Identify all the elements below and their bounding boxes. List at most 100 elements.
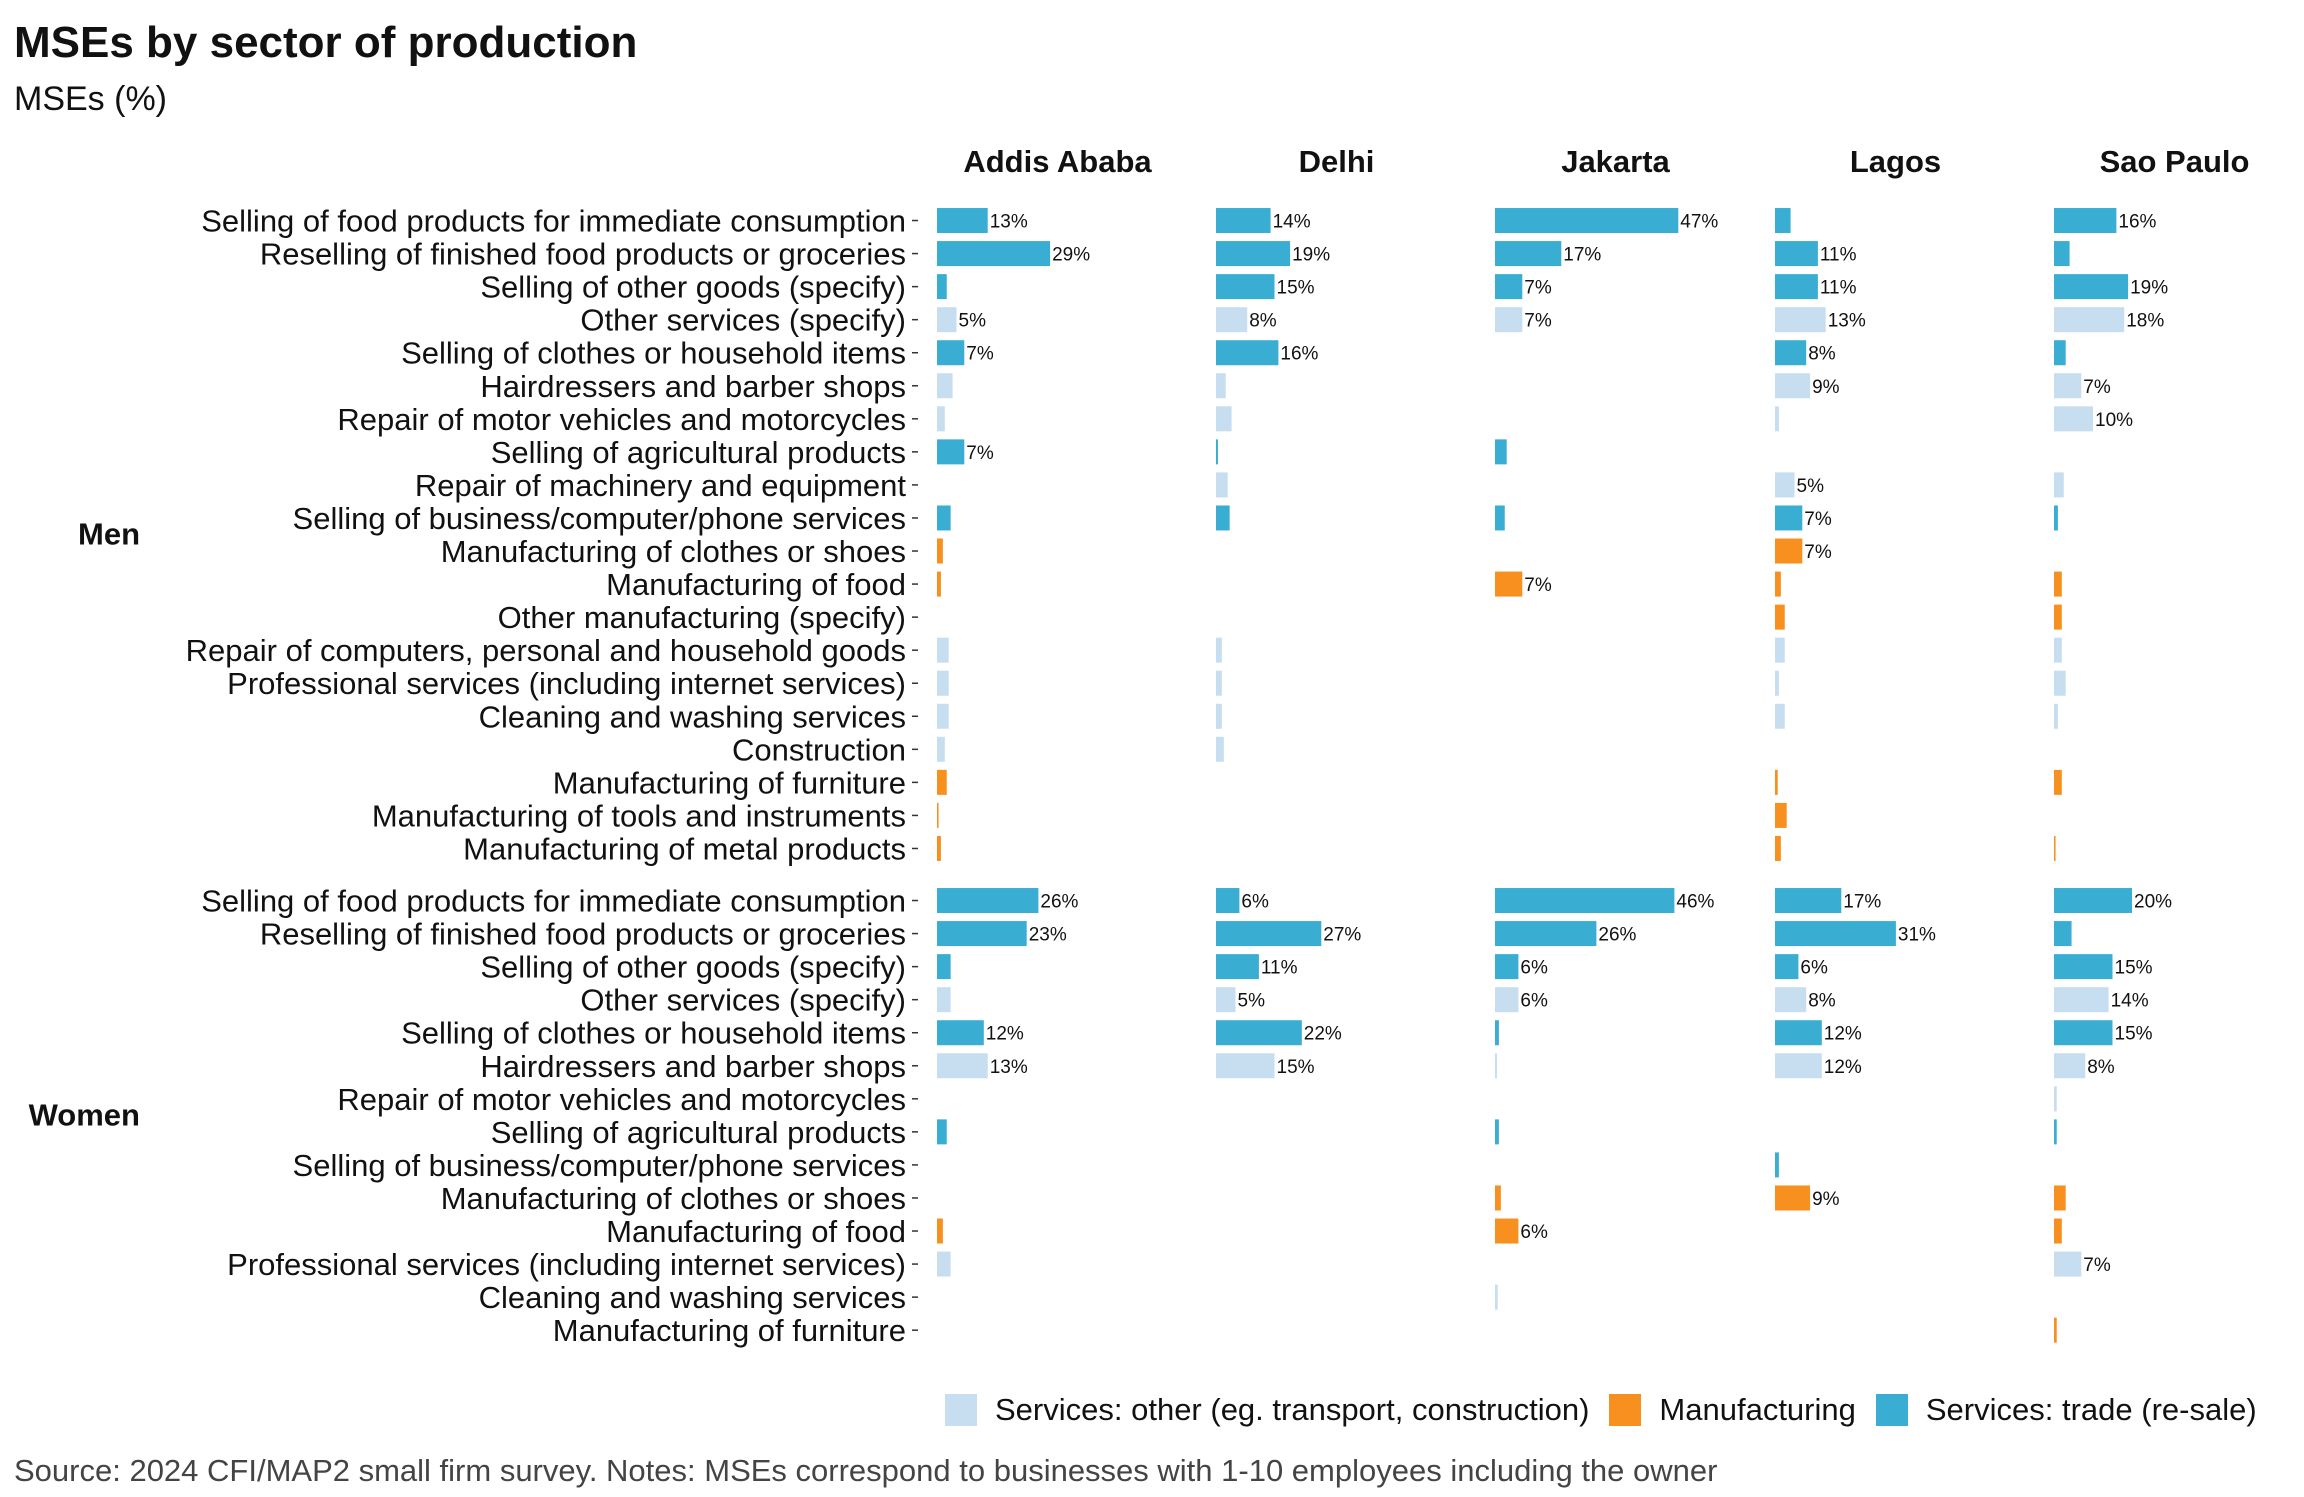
bar-lagos: [1775, 637, 1785, 663]
data-label: 12%: [986, 1024, 1024, 1045]
data-label: 7%: [966, 443, 994, 464]
data-label: 14%: [1273, 212, 1311, 233]
bar-lagos: [1775, 373, 1811, 399]
panel-label-men: Men: [78, 517, 140, 552]
bar-jakarta: [1495, 307, 1523, 333]
bar-sao-paulo: [2054, 241, 2070, 267]
chart-subtitle: MSEs (%): [14, 80, 167, 118]
legend-swatch-services-other: [945, 1394, 977, 1426]
data-label: 19%: [2130, 278, 2168, 299]
row-label: Manufacturing of clothes or shoes: [441, 534, 906, 569]
data-label: 7%: [1804, 509, 1832, 530]
bar-delhi: [1216, 505, 1230, 531]
bar-delhi: [1216, 406, 1232, 432]
legend-item-manufacturing: Manufacturing: [1609, 1392, 1856, 1428]
bar-addis-ababa: [937, 835, 941, 861]
bar-addis-ababa: [937, 1119, 947, 1145]
bar-addis-ababa: [937, 736, 945, 762]
legend-label-services-other: Services: other (eg. transport, construc…: [995, 1392, 1590, 1427]
data-label: 22%: [1304, 1024, 1342, 1045]
bar-sao-paulo: [2054, 769, 2062, 795]
bar-sao-paulo: [2054, 921, 2072, 947]
row-label: Professional services (including interne…: [227, 1247, 906, 1282]
bar-sao-paulo: [2054, 604, 2062, 630]
data-label: 6%: [1241, 892, 1269, 913]
row-label: Selling of agricultural products: [491, 435, 906, 470]
data-label: 6%: [1520, 991, 1548, 1012]
bar-delhi: [1216, 954, 1259, 980]
data-label: 7%: [1524, 311, 1552, 332]
column-header-delhi: Delhi: [1299, 144, 1375, 179]
row-label: Selling of food products for immediate c…: [201, 204, 906, 239]
bar-addis-ababa: [937, 769, 947, 795]
data-label: 19%: [1292, 245, 1330, 266]
column-header-lagos: Lagos: [1850, 144, 1941, 179]
data-label: 15%: [2115, 958, 2153, 979]
bar-delhi: [1216, 373, 1226, 399]
row-label: Construction: [732, 732, 906, 767]
bar-delhi: [1216, 340, 1279, 366]
data-label: 31%: [1898, 925, 1936, 946]
bar-lagos: [1775, 954, 1799, 980]
bar-sao-paulo: [2054, 340, 2066, 366]
data-label: 17%: [1563, 245, 1601, 266]
data-label: 46%: [1676, 892, 1714, 913]
data-label: 11%: [1261, 958, 1298, 979]
bar-jakarta: [1495, 1218, 1519, 1244]
column-header-addis-ababa: Addis Ababa: [963, 144, 1152, 179]
data-label: 6%: [1520, 958, 1548, 979]
bar-addis-ababa: [937, 274, 947, 300]
bar-sao-paulo: [2054, 1119, 2057, 1145]
bar-addis-ababa: [937, 888, 1039, 914]
bar-sao-paulo: [2054, 208, 2117, 234]
bar-delhi: [1216, 921, 1322, 947]
legend-swatch-manufacturing: [1609, 1394, 1642, 1426]
bar-jakarta: [1495, 921, 1597, 947]
bar-jakarta: [1495, 1119, 1499, 1145]
data-label: 5%: [1238, 991, 1266, 1012]
column-header-sao-paulo: Sao Paulo: [2100, 144, 2250, 179]
bar-jakarta: [1495, 505, 1505, 531]
row-label: Repair of motor vehicles and motorcycles: [337, 1082, 906, 1117]
data-label: 17%: [1843, 892, 1881, 913]
bar-lagos: [1775, 802, 1787, 828]
row-label: Selling of other goods (specify): [480, 950, 906, 985]
panel-label-women: Women: [29, 1097, 140, 1132]
data-label: 26%: [1040, 892, 1078, 913]
data-label: 47%: [1680, 212, 1718, 233]
bar-sao-paulo: [2054, 835, 2056, 861]
bar-sao-paulo: [2054, 888, 2132, 914]
row-label: Hairdressers and barber shops: [480, 369, 906, 404]
row-label: Selling of clothes or household items: [401, 336, 906, 371]
bar-jakarta: [1495, 439, 1507, 465]
chart-caption: Source: 2024 CFI/MAP2 small firm survey.…: [14, 1453, 1718, 1488]
data-label: 8%: [2087, 1057, 2115, 1078]
data-label: 8%: [1808, 991, 1836, 1012]
bar-delhi: [1216, 703, 1222, 729]
bar-delhi: [1216, 1053, 1275, 1079]
data-label: 7%: [2083, 377, 2111, 398]
row-label: Selling of food products for immediate c…: [201, 884, 906, 919]
data-label: 15%: [1277, 1057, 1315, 1078]
data-label: 23%: [1029, 925, 1067, 946]
bar-lagos: [1775, 888, 1842, 914]
bar-lagos: [1775, 208, 1791, 234]
bar-lagos: [1775, 835, 1781, 861]
bar-lagos: [1775, 472, 1795, 498]
row-label: Repair of motor vehicles and motorcycles: [337, 402, 906, 437]
data-label: 8%: [1249, 311, 1277, 332]
bar-addis-ababa: [937, 1251, 951, 1277]
bar-jakarta: [1495, 1053, 1497, 1079]
data-label: 20%: [2134, 892, 2172, 913]
bar-sao-paulo: [2054, 637, 2062, 663]
bar-addis-ababa: [937, 921, 1027, 947]
data-label: 6%: [1800, 958, 1828, 979]
bar-lagos: [1775, 340, 1807, 366]
bar-sao-paulo: [2054, 472, 2064, 498]
bar-delhi: [1216, 637, 1222, 663]
data-label: 13%: [990, 212, 1028, 233]
bar-addis-ababa: [937, 637, 949, 663]
row-label: Reselling of finished food products or g…: [260, 237, 906, 272]
data-label: 15%: [2115, 1024, 2153, 1045]
legend-label-services-trade: Services: trade (re-sale): [1925, 1392, 2257, 1427]
